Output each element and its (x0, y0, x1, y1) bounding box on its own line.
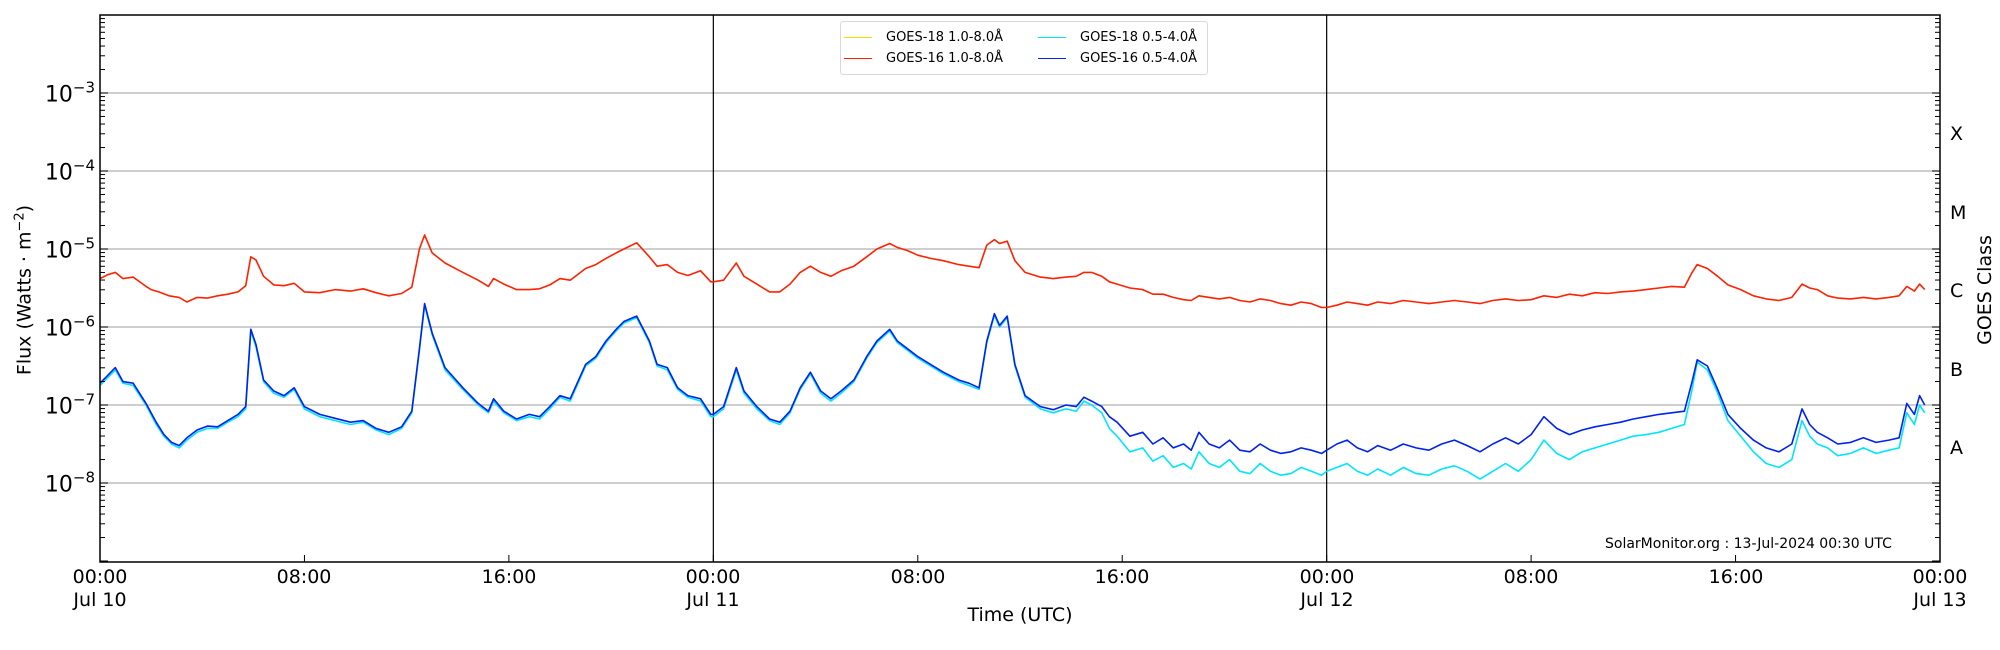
ytick-label: 10−4 (44, 156, 95, 186)
legend-label: GOES-16 1.0-8.0Å (886, 50, 1004, 66)
xtick-label: 08:00 (1503, 566, 1559, 588)
ytick-label: 10−6 (44, 312, 95, 342)
goes-class-a: A (1950, 437, 1963, 459)
xtick-label: 16:00 (1708, 566, 1764, 588)
xtick-label: 00:00 Jul 11 (685, 566, 741, 611)
legend-swatch-blue (1038, 57, 1066, 59)
legend-item-goes18-short: GOES-18 0.5-4.0Å (1038, 28, 1197, 46)
series-lines (99, 234, 1926, 480)
legend: GOES-18 1.0-8.0Å GOES-16 1.0-8.0Å GOES-1… (840, 21, 1208, 75)
legend-item-goes16-long: GOES-16 1.0-8.0Å (844, 49, 1003, 67)
legend-swatch-red (844, 57, 872, 59)
xtick-label: 08:00 (276, 566, 332, 588)
legend-swatch-cyan (1038, 36, 1066, 38)
xtick-label: 08:00 (890, 566, 946, 588)
ytick-label: 10−3 (44, 78, 95, 108)
source-annotation: SolarMonitor.org : 13-Jul-2024 00:30 UTC (1605, 536, 1892, 552)
x-axis-label: Time (UTC) (967, 604, 1073, 626)
axis-ticks (99, 18, 1941, 562)
xtick-label: 16:00 (1094, 566, 1150, 588)
goes-class-c: C (1950, 280, 1964, 302)
plot-frame (99, 14, 1941, 563)
goes-class-m: M (1950, 202, 1967, 224)
ytick-label: 10−5 (44, 234, 95, 264)
legend-label: GOES-18 0.5-4.0Å (1080, 29, 1198, 45)
goes-class-axis-label: GOES Class (1974, 235, 1996, 345)
legend-item-goes18-long: GOES-18 1.0-8.0Å (844, 28, 1003, 46)
day-separators (712, 15, 1328, 562)
legend-label: GOES-16 0.5-4.0Å (1080, 50, 1198, 66)
y-axis-label: Flux (Watts · m−2) (12, 204, 36, 376)
grid-lines (100, 92, 1940, 484)
xtick-label: 00:00 Jul 10 (72, 566, 128, 611)
legend-label: GOES-18 1.0-8.0Å (886, 29, 1004, 45)
legend-swatch-yellow (844, 36, 872, 38)
goes-class-x: X (1950, 123, 1964, 145)
goes-class-b: B (1950, 359, 1964, 381)
legend-item-goes16-short: GOES-16 0.5-4.0Å (1038, 49, 1197, 67)
ytick-label: 10−8 (44, 468, 95, 498)
ytick-label: 10−7 (44, 390, 95, 420)
xtick-label: 00:00 Jul 13 (1912, 566, 1968, 611)
xtick-label: 00:00 Jul 12 (1299, 566, 1355, 611)
xtick-label: 16:00 (481, 566, 537, 588)
